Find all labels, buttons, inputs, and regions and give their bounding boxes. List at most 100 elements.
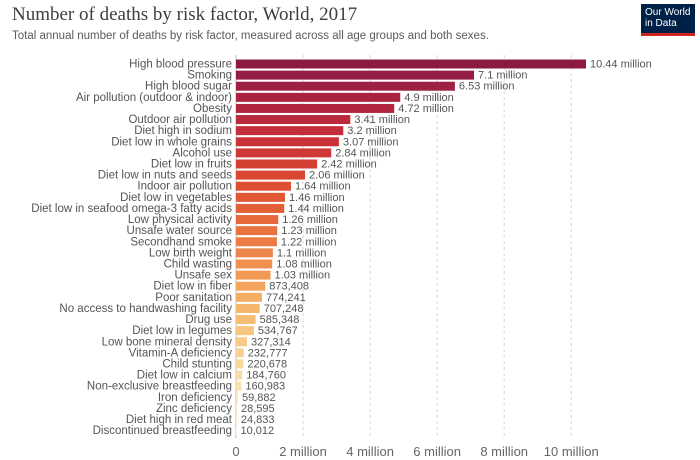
bar-row[interactable]: Alcohol use 2.84 million (173, 147, 391, 159)
value-label: 3.41 million (354, 114, 410, 126)
bar-row[interactable]: Non-exclusive breastfeeding 160,983 (87, 381, 285, 393)
bar-row[interactable]: Unsafe sex 1.03 million (174, 270, 330, 282)
bar[interactable] (236, 337, 247, 347)
bar-row[interactable]: Diet low in fruits 2.42 million (151, 158, 377, 170)
bar[interactable] (236, 259, 273, 269)
category-label: Diet low in fiber (153, 281, 232, 293)
bar[interactable] (236, 237, 277, 247)
category-label: High blood sugar (145, 81, 232, 93)
bar[interactable] (236, 137, 339, 147)
bar[interactable] (236, 70, 475, 80)
bar-row[interactable]: Child stunting 220,678 (162, 358, 287, 370)
bar-row[interactable]: Obesity 4.72 million (193, 103, 454, 115)
bar[interactable] (236, 292, 262, 302)
bar[interactable] (236, 215, 279, 225)
bar[interactable] (236, 315, 256, 325)
bar-row[interactable]: Poor sanitation 774,241 (155, 292, 305, 304)
bar[interactable] (236, 92, 401, 102)
bar[interactable] (236, 281, 266, 291)
bar[interactable] (236, 370, 243, 380)
bar-row[interactable]: Low physical activity 1.26 million (128, 214, 338, 226)
bar-row[interactable]: Outdoor air pollution 3.41 million (128, 114, 410, 126)
bar[interactable] (236, 181, 291, 191)
bar[interactable] (236, 192, 285, 202)
bar[interactable] (236, 203, 285, 213)
bar-row[interactable]: High blood sugar 6.53 million (145, 81, 515, 93)
bar-row[interactable]: Diet low in vegetables 1.46 million (120, 192, 344, 204)
bar[interactable] (236, 381, 242, 391)
category-label: Diet low in calcium (137, 370, 232, 382)
category-label: Unsafe sex (174, 270, 232, 282)
bar-row[interactable]: Diet low in legumes 534,767 (132, 325, 297, 337)
bar-row[interactable]: No access to handwashing facility 707,248 (59, 303, 303, 315)
value-label: 1.64 million (295, 181, 351, 193)
chart-title: Number of deaths by risk factor, World, … (12, 4, 358, 25)
logo-line-2: in Data (645, 18, 677, 29)
category-label: Diet low in nuts and seeds (98, 170, 232, 182)
value-label: 4.72 million (398, 103, 454, 115)
bar[interactable] (236, 115, 351, 125)
value-label: 6.53 million (459, 81, 515, 93)
category-label: Iron deficiency (158, 392, 232, 404)
bar[interactable] (236, 226, 278, 236)
value-label: 184,760 (246, 370, 286, 382)
bar[interactable] (236, 103, 395, 113)
value-label: 4.9 million (404, 92, 454, 104)
bar[interactable] (236, 403, 237, 413)
value-label: 232,777 (248, 347, 288, 359)
bar-row[interactable]: Diet high in sodium 3.2 million (134, 125, 397, 137)
bar[interactable] (236, 392, 239, 402)
category-label: Diet high in sodium (134, 125, 232, 137)
bar-row[interactable]: Diet low in seafood omega-3 fatty acids 1… (31, 203, 344, 215)
bar[interactable] (236, 126, 344, 136)
bar[interactable] (236, 359, 244, 369)
bar-row[interactable]: Drug use 585,348 (185, 314, 299, 326)
category-label: Low bone mineral density (102, 336, 233, 348)
bar-row[interactable]: Secondhand smoke 1.22 million (130, 236, 336, 248)
bar-row[interactable]: Diet high in red meat 24,833 (126, 414, 275, 426)
bar[interactable] (236, 248, 273, 258)
category-label: Obesity (193, 103, 232, 115)
value-label: 7.1 million (478, 70, 528, 82)
category-label: Low physical activity (128, 214, 232, 226)
category-label: Zinc deficiency (156, 403, 232, 415)
bar[interactable] (236, 81, 455, 91)
bar[interactable] (236, 426, 237, 436)
bar[interactable] (236, 148, 332, 158)
bar-row[interactable]: Air pollution (outdoor & indoor) 4.9 mill… (76, 92, 454, 104)
value-label: 10.44 million (590, 59, 652, 71)
category-label: Smoking (187, 70, 232, 82)
bar[interactable] (236, 348, 244, 358)
bar-row[interactable]: Diet low in fiber 873,408 (153, 281, 309, 293)
bar[interactable] (236, 415, 237, 425)
x-tick-label: 4 million (346, 444, 394, 459)
bar-row[interactable]: Indoor air pollution 1.64 million (137, 181, 350, 193)
bar-row[interactable]: Low bone mineral density 327,314 (102, 336, 291, 348)
value-label: 1.08 million (276, 258, 332, 270)
bar-row[interactable]: Vitamin-A deficiency 232,777 (129, 347, 288, 359)
bar-row[interactable]: Diet low in calcium 184,760 (137, 370, 286, 382)
value-label: 774,241 (266, 292, 306, 304)
bar-row[interactable]: High blood pressure 10.44 million (129, 59, 652, 71)
bar-row[interactable]: Unsafe water source 1.23 million (127, 225, 337, 237)
owid-logo[interactable]: Our World in Data (641, 4, 695, 36)
bar-row[interactable]: Child wasting 1.08 million (164, 258, 332, 270)
bar[interactable] (236, 59, 586, 69)
bar-row[interactable]: Diet low in nuts and seeds 2.06 million (98, 170, 365, 182)
x-tick-label: 6 million (413, 444, 461, 459)
bar[interactable] (236, 159, 318, 169)
bar[interactable] (236, 270, 271, 280)
bar-row[interactable]: Smoking 7.1 million (187, 70, 527, 82)
bar-row[interactable]: Iron deficiency 59,882 (158, 392, 276, 404)
category-label: Alcohol use (173, 147, 232, 159)
bar-row[interactable]: Diet low in whole grains 3.07 million (111, 136, 398, 148)
bar[interactable] (236, 170, 306, 180)
x-axis-ticks: 0 2 million 4 million 6 million 8 million 10 … (232, 444, 598, 459)
bar[interactable] (236, 303, 260, 313)
bar-row[interactable]: Zinc deficiency 28,595 (156, 403, 275, 415)
bar-row[interactable]: Low birth weight 1.1 million (149, 247, 327, 259)
bar-row[interactable]: Discontinued breastfeeding 10,012 (93, 425, 275, 437)
category-label: Diet low in seafood omega-3 fatty acids (31, 203, 232, 215)
bar[interactable] (236, 326, 254, 336)
value-label: 1.26 million (282, 214, 338, 226)
